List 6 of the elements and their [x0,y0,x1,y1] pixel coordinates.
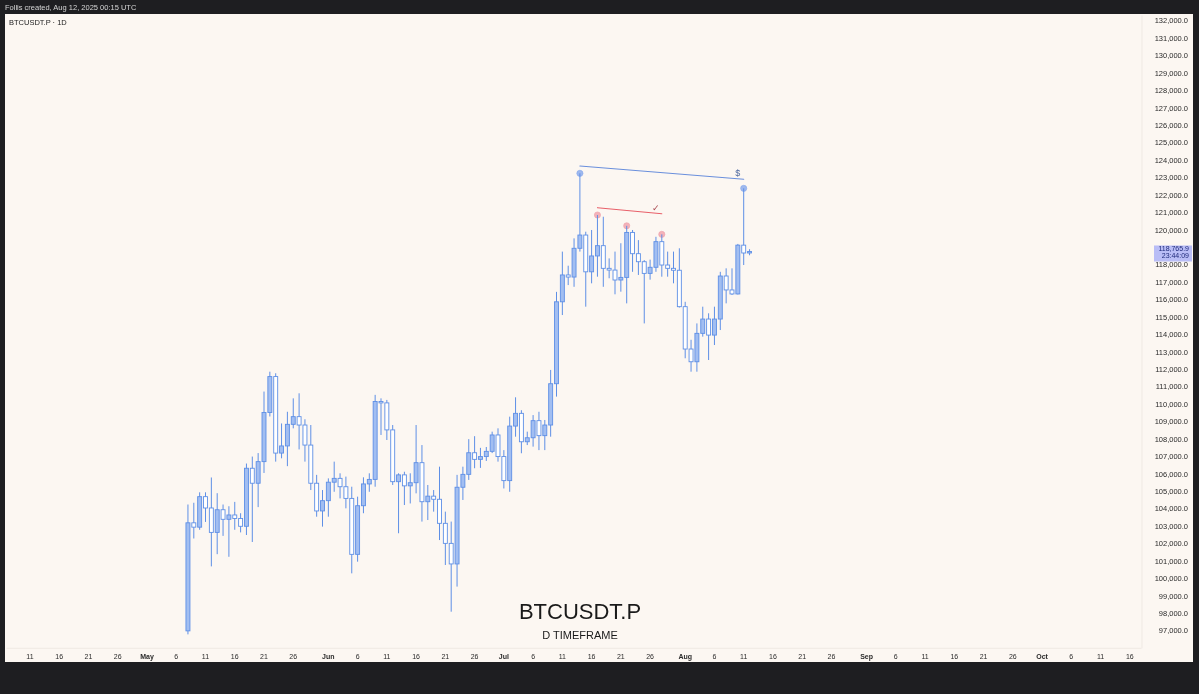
point [594,211,601,219]
text: D TIMEFRAME [542,629,618,641]
annotation: $ [735,168,741,179]
text: BTCUSDT.P [518,599,642,624]
point [623,222,631,230]
annotation: ✓ [651,202,660,213]
